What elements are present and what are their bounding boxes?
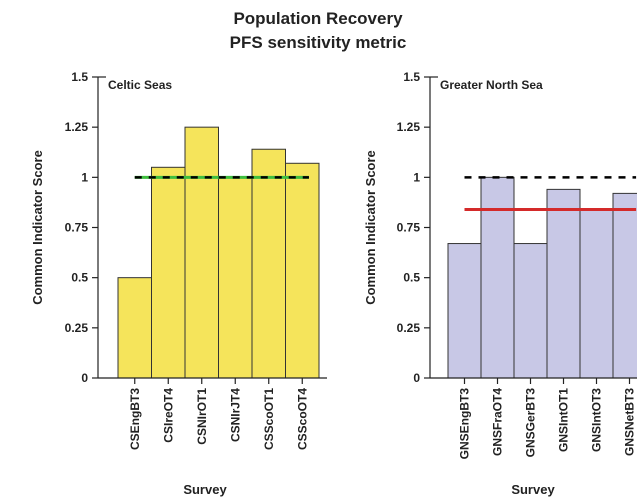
bar-CSNIrOT1	[184, 126, 219, 379]
x-axis-label: Survey	[183, 482, 227, 497]
y-tick-label: 1	[413, 170, 420, 184]
x-tick-label: GNSNetBT3	[623, 388, 637, 456]
y-tick-label: 0.75	[397, 221, 421, 235]
y-tick-label: 0	[81, 371, 88, 385]
bar-CSScoOT4	[285, 162, 320, 379]
bar-CSNIrJT4	[218, 176, 253, 379]
bar-GNSIntOT1	[546, 188, 581, 379]
y-tick-label: 1.25	[65, 120, 89, 134]
y-axis-label: Common Indicator Score	[363, 150, 378, 305]
y-tick-label: 1.5	[71, 70, 88, 84]
y-tick-label: 0	[413, 371, 420, 385]
bar-GNSGerBT3	[513, 243, 548, 379]
x-tick-label: CSEngBT3	[128, 388, 142, 450]
y-tick-label: 0.5	[403, 271, 420, 285]
bar-GNSIntOT3	[579, 208, 614, 379]
panel-title: Celtic Seas	[108, 78, 172, 92]
x-tick-label: CSScoOT4	[295, 388, 309, 450]
y-tick-label: 0.75	[65, 221, 89, 235]
y-tick-label: 0.25	[397, 321, 421, 335]
y-axis-label: Common Indicator Score	[30, 150, 45, 305]
y-tick-label: 1	[81, 170, 88, 184]
chart-panel-celtic-seas: 0 0.25 0.5 0.75 1 1.25 1.5 CSEngBT3 CSIreOT4 CSNI…	[30, 70, 327, 497]
panel-title: Greater North Sea	[440, 78, 543, 92]
x-tick-label: CSScoOT1	[262, 388, 276, 450]
y-tick-label: 0.5	[71, 271, 88, 285]
x-tick-label: CSNIrOT1	[195, 388, 209, 445]
bar-CSScoOT1	[251, 148, 286, 379]
bar-GNSFraOT4	[480, 176, 515, 379]
bar-GNSNetBT3	[612, 192, 637, 379]
x-tick-label: GNSIntOT1	[557, 388, 571, 452]
bar-CSIreOT4	[151, 166, 186, 379]
y-tick-label: 1.5	[403, 70, 420, 84]
figure-title-line1: Population Recovery	[233, 9, 403, 28]
x-tick-label: CSIreOT4	[161, 388, 175, 443]
x-axis-label: Survey	[511, 482, 555, 497]
y-tick-label: 1.25	[397, 120, 421, 134]
x-tick-label: GNSGerBT3	[524, 388, 538, 458]
figure-title-line2: PFS sensitivity metric	[230, 33, 407, 52]
y-tick-label: 0.25	[65, 321, 89, 335]
bar-GNSEngBT3	[447, 243, 482, 379]
x-tick-label: GNSIntOT3	[590, 388, 604, 452]
x-tick-label: CSNIrJT4	[228, 388, 242, 442]
x-tick-label: GNSEngBT3	[458, 388, 472, 460]
bar-CSEngBT3	[117, 277, 152, 379]
x-tick-label: GNSFraOT4	[491, 388, 505, 456]
chart-panel-greater-north-sea: 0 0.25 0.5 0.75 1 1.25 1.5 GNSEngBT3 GNSFraOT4 GN…	[363, 70, 637, 497]
